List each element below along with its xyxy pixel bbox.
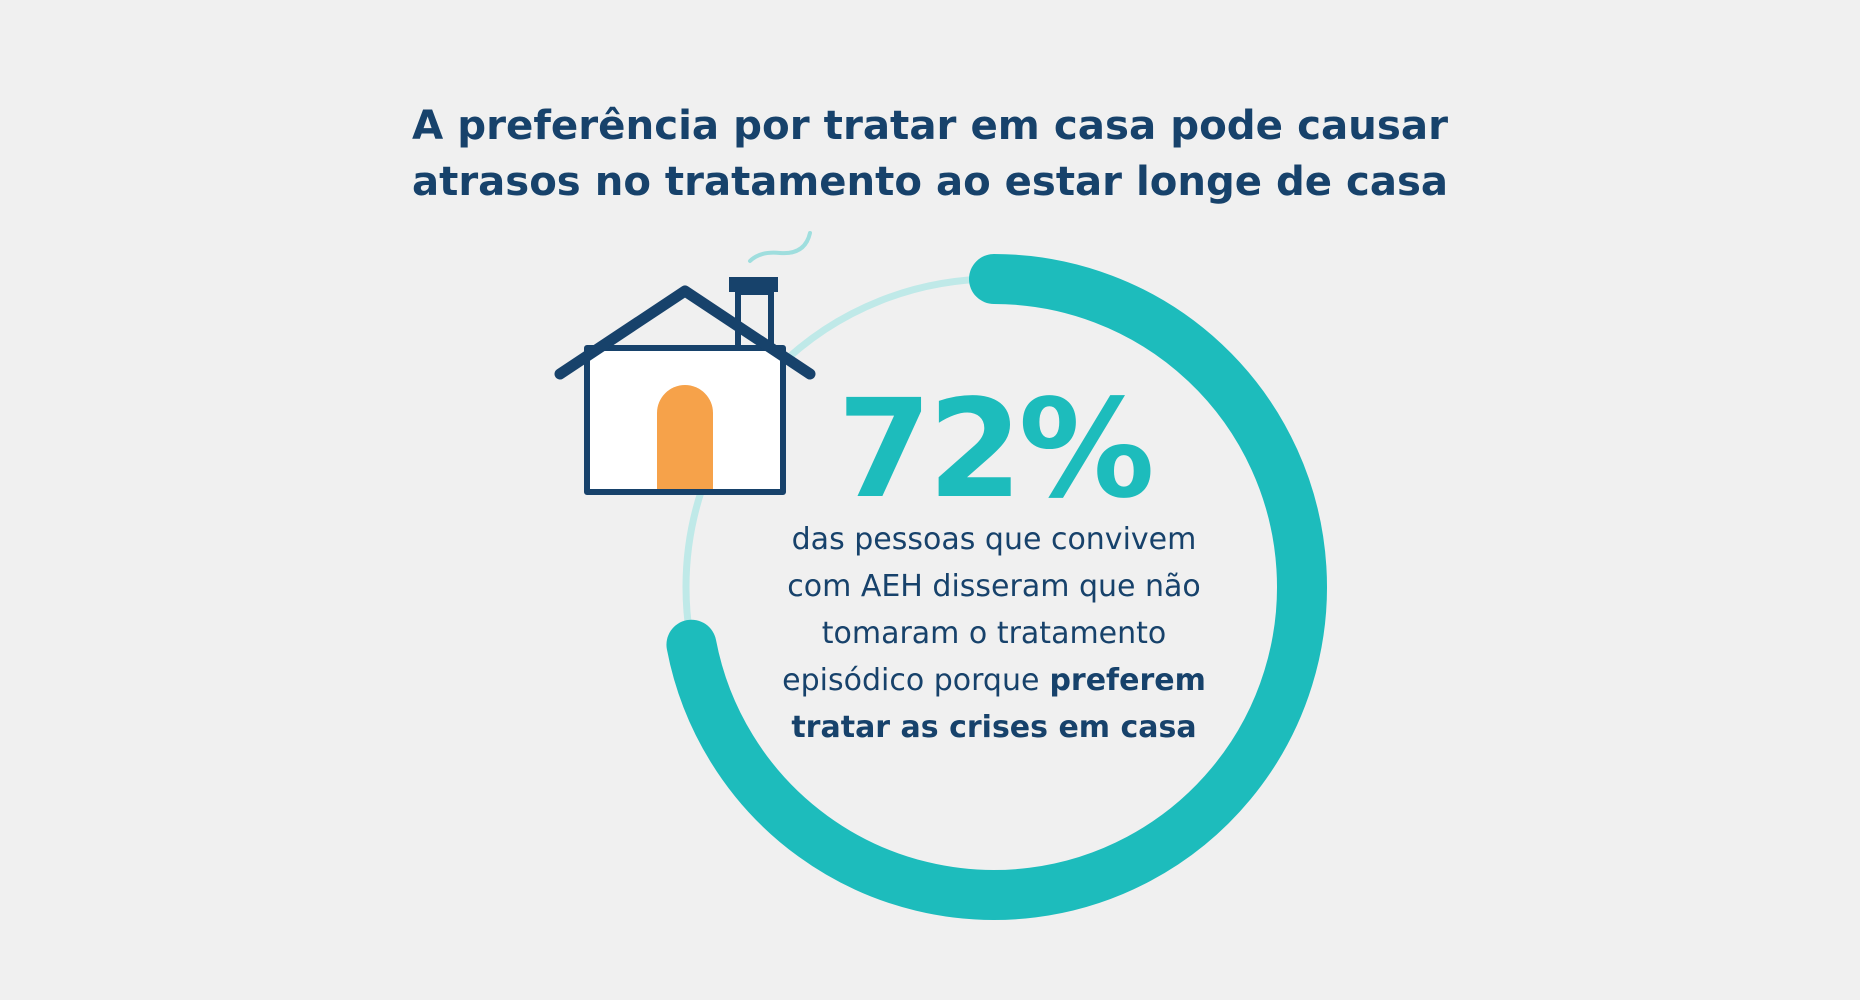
- roof: [554, 285, 816, 380]
- title-line: atrasos no tratamento ao estar longe de …: [412, 159, 1448, 205]
- door: [657, 385, 713, 489]
- title-line: A preferência por tratar em casa pode ca…: [412, 103, 1448, 149]
- gauge: [666, 254, 1327, 920]
- description-line: episódico porque preferem: [782, 663, 1206, 698]
- description-line: das pessoas que convivem: [792, 522, 1197, 557]
- house-icon: [554, 231, 816, 495]
- chimney-cap: [729, 277, 778, 292]
- description-line: tratar as crises em casa: [791, 710, 1196, 745]
- emphasis-text: preferem: [1049, 663, 1205, 698]
- description-text: tomaram o tratamento: [822, 616, 1167, 651]
- description-line: tomaram o tratamento: [822, 616, 1167, 651]
- description-text: das pessoas que convivem: [792, 522, 1197, 557]
- smoke: [748, 231, 812, 263]
- emphasis-text: tratar as crises em casa: [791, 710, 1196, 745]
- value-label: 72%: [837, 371, 1151, 529]
- description-text: episódico porque: [782, 663, 1039, 698]
- description-text: com AEH disseram que não: [787, 569, 1201, 604]
- description: das pessoas que convivem com AEH disseram…: [782, 522, 1206, 745]
- description-line: com AEH disseram que não: [787, 569, 1201, 604]
- gauge-arc: [666, 254, 1327, 920]
